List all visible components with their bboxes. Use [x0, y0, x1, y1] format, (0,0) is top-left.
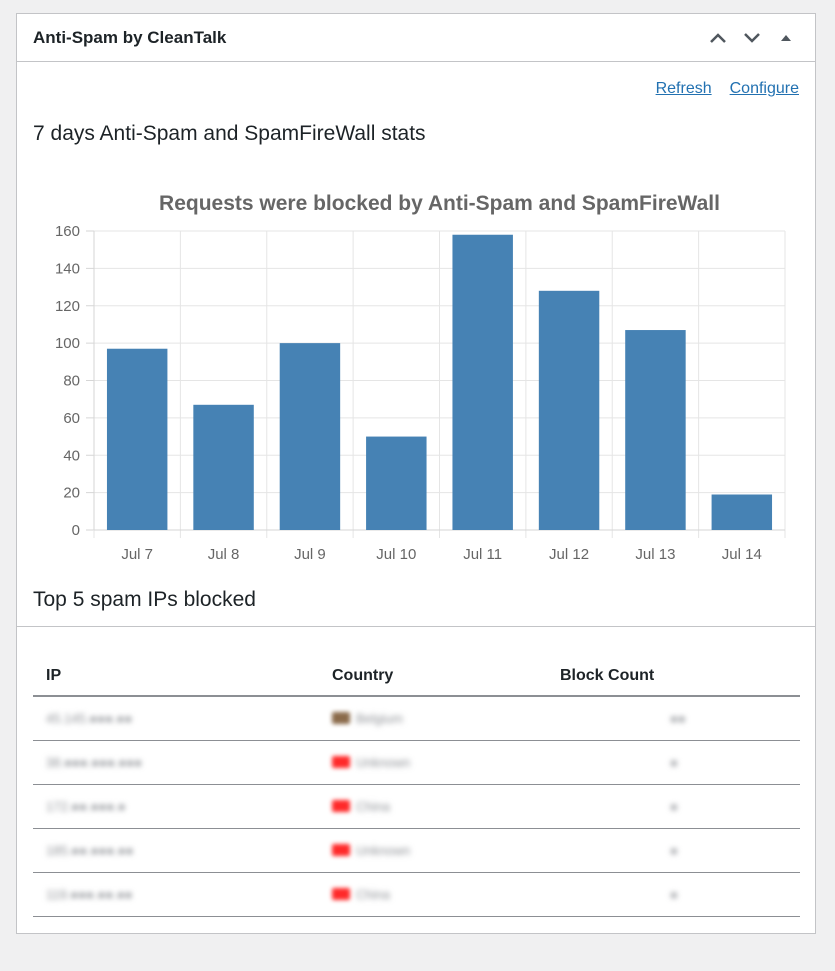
stats-heading: 7 days Anti-Spam and SpamFireWall stats [33, 122, 426, 145]
ip-cell: 185.●●.●●●.●● [46, 842, 134, 858]
bar [193, 404, 254, 530]
ip-cell: 38.●●●.●●●.●●● [46, 754, 142, 770]
chevron-up-icon [710, 32, 726, 43]
bar [106, 348, 168, 530]
x-tick-label: Jul 14 [722, 546, 762, 563]
flag-icon [332, 712, 350, 725]
widget-header: Anti-Spam by CleanTalk [17, 14, 815, 62]
top-ips-table: IP Country Block Count 45.145.●●●.●● Belg… [33, 657, 800, 917]
table-row: 119.●●●.●●.●● China ● [33, 872, 800, 917]
country-cell: Unknown [356, 754, 411, 770]
column-header-country: Country [332, 657, 560, 697]
bar [279, 343, 341, 530]
y-tick-label: 120 [55, 298, 80, 315]
widget-title: Anti-Spam by CleanTalk [33, 27, 227, 47]
country-cell: Unknown [356, 842, 411, 858]
x-tick-label: Jul 10 [376, 546, 416, 563]
blocked-requests-chart: Requests were blocked by Anti-Spam and S… [55, 192, 786, 563]
chevron-down-icon [744, 32, 760, 43]
column-header-block-count: Block Count [560, 657, 800, 697]
ip-cell: 172.●●.●●●.● [46, 798, 126, 814]
x-tick-label: Jul 7 [121, 546, 153, 563]
block-count-cell: ● [670, 842, 678, 858]
toggle-triangle-icon [781, 34, 791, 41]
x-tick-label: Jul 9 [294, 546, 326, 563]
column-header-ip: IP [33, 657, 332, 697]
block-count-cell: ● [670, 798, 678, 814]
chart-title: Requests were blocked by Anti-Spam and S… [159, 192, 720, 215]
y-tick-label: 80 [63, 373, 80, 390]
bar [711, 494, 773, 530]
country-cell: China [356, 886, 390, 902]
configure-link[interactable]: Configure [729, 80, 799, 97]
toggle-panel-button[interactable] [769, 21, 803, 55]
bar [452, 234, 513, 531]
bar [625, 330, 686, 530]
table-header-row: IP Country Block Count [33, 657, 800, 697]
table-row: 172.●●.●●●.● China ● [33, 784, 800, 829]
country-cell: China [356, 798, 390, 814]
flag-icon [332, 800, 350, 813]
table-row: 38.●●●.●●●.●●● Unknown ● [33, 740, 800, 785]
country-cell: Belgium [356, 710, 403, 726]
y-tick-label: 0 [72, 522, 80, 539]
y-tick-label: 40 [63, 447, 80, 464]
widget-links: Refresh Configure [656, 80, 799, 98]
x-tick-label: Jul 8 [208, 546, 240, 563]
section-divider [17, 626, 815, 627]
ip-cell: 119.●●●.●●.●● [46, 886, 133, 902]
bar [538, 290, 600, 530]
y-tick-label: 160 [55, 223, 80, 240]
y-tick-label: 60 [63, 410, 80, 427]
cleantalk-widget: Anti-Spam by CleanTalk Refresh Configure… [16, 13, 816, 934]
x-tick-label: Jul 12 [549, 546, 589, 563]
block-count-cell: ● [670, 754, 678, 770]
y-tick-label: 140 [55, 260, 80, 277]
flag-icon [332, 888, 350, 901]
x-tick-label: Jul 13 [635, 546, 675, 563]
refresh-link[interactable]: Refresh [655, 80, 712, 97]
ip-cell: 45.145.●●●.●● [46, 710, 133, 726]
block-count-cell: ● [670, 886, 678, 902]
table-row: 45.145.●●●.●● Belgium ●● [33, 696, 800, 741]
bar [366, 436, 427, 530]
top-ips-heading: Top 5 spam IPs blocked [33, 588, 256, 611]
move-down-button[interactable] [735, 21, 769, 55]
block-count-cell: ●● [670, 710, 686, 726]
flag-icon [332, 844, 350, 857]
x-tick-label: Jul 11 [463, 546, 502, 563]
flag-icon [332, 756, 350, 769]
y-tick-label: 20 [63, 485, 80, 502]
table-row: 185.●●.●●●.●● Unknown ● [33, 828, 800, 873]
move-up-button[interactable] [701, 21, 735, 55]
y-tick-label: 100 [55, 335, 80, 352]
